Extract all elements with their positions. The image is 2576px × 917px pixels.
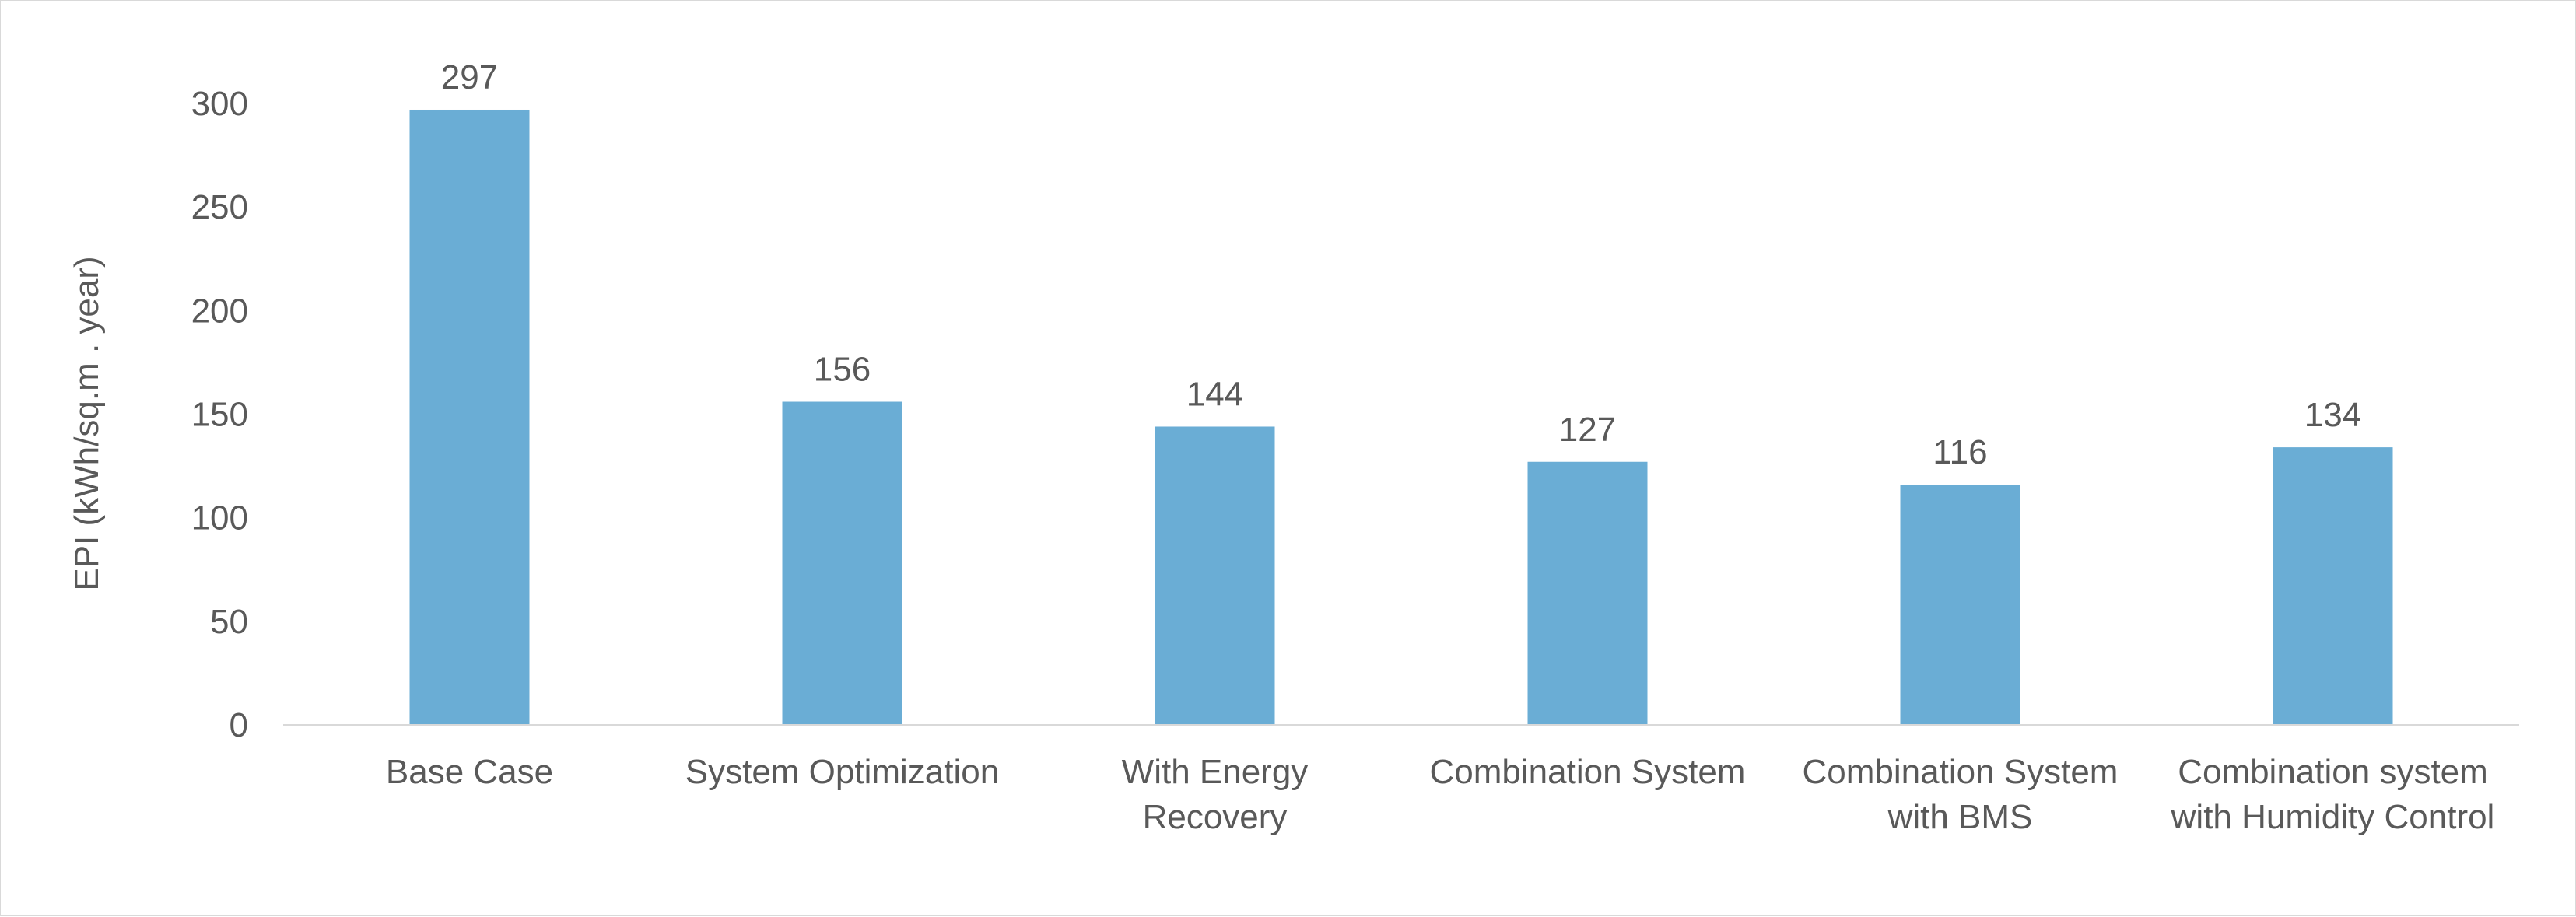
data-label: 297 bbox=[441, 58, 498, 96]
category-label: With Energy Recovery bbox=[1122, 753, 1309, 836]
bar bbox=[2273, 447, 2393, 725]
data-label: 134 bbox=[2304, 396, 2361, 434]
category-label: Base Case bbox=[386, 753, 553, 791]
data-label: 127 bbox=[1559, 411, 1616, 449]
y-tick-label: 0 bbox=[230, 706, 248, 744]
bar bbox=[1527, 461, 1648, 725]
y-tick-labels: 0 50 100 150 200 250 300 bbox=[191, 85, 248, 744]
data-labels: 297 156 144 127 116 134 bbox=[441, 58, 2361, 471]
category-label: Combination System bbox=[1430, 753, 1746, 791]
data-label: 116 bbox=[1933, 433, 1987, 471]
y-axis-title-group: EPI (kWh/sq.m . year) bbox=[68, 256, 106, 590]
category-label: Combination System with BMS bbox=[1803, 753, 2119, 836]
y-tick-label: 250 bbox=[191, 188, 248, 226]
bar bbox=[1900, 485, 2020, 725]
bars bbox=[409, 109, 2393, 726]
data-label: 144 bbox=[1186, 375, 1243, 413]
y-tick-label: 300 bbox=[191, 85, 248, 123]
y-axis-title: EPI (kWh/sq.m . year) bbox=[68, 256, 106, 590]
category-label: System Optimization bbox=[685, 753, 999, 791]
bar bbox=[409, 109, 530, 726]
bar bbox=[1155, 426, 1275, 725]
data-label: 156 bbox=[814, 351, 871, 389]
y-tick-label: 50 bbox=[210, 603, 248, 641]
bar bbox=[782, 401, 902, 725]
category-label: Combination system with Humidity Control bbox=[2171, 753, 2495, 836]
y-tick-label: 150 bbox=[191, 396, 248, 434]
y-tick-label: 200 bbox=[191, 292, 248, 330]
y-tick-label: 100 bbox=[191, 499, 248, 537]
category-labels: Base Case System Optimization With Energy R… bbox=[386, 753, 2494, 836]
